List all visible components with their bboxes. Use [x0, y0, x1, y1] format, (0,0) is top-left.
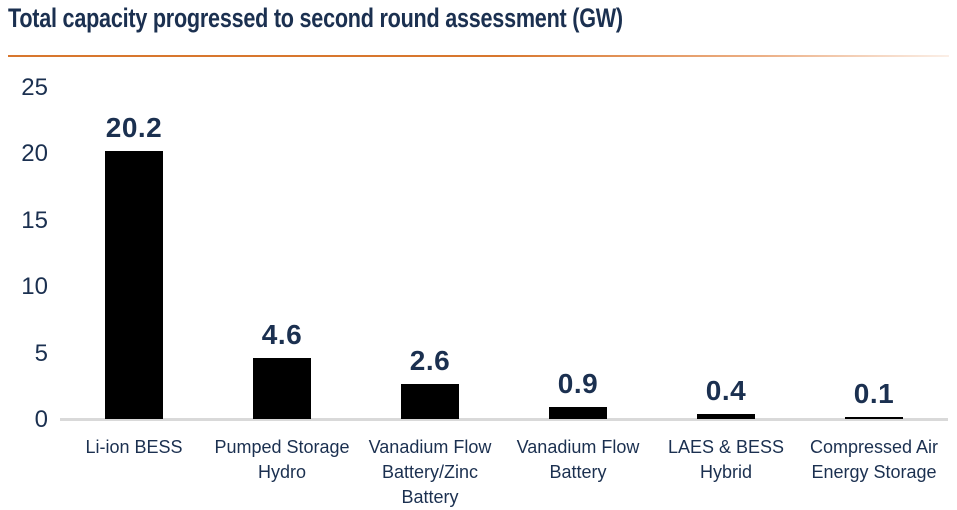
bar-4 — [549, 407, 607, 419]
chart-title: Total capacity progressed to second roun… — [8, 3, 623, 33]
y-tick-label: 25 — [21, 74, 48, 101]
bar-1 — [105, 150, 163, 419]
bar-value-label: 2.6 — [409, 345, 451, 377]
bar-value-label: 0.4 — [705, 374, 747, 406]
category-label: LAES & BESS Hybrid — [667, 437, 785, 482]
x-axis-line — [60, 418, 948, 421]
bar-2 — [253, 357, 311, 419]
bar-6 — [845, 417, 903, 419]
y-tick-label: 10 — [21, 273, 48, 301]
accent-divider — [8, 55, 949, 57]
y-tick-label: 0 — [34, 406, 48, 433]
bar-value-label: 0.9 — [557, 368, 599, 400]
y-tick-label: 5 — [34, 339, 48, 367]
bar-value-label: 4.6 — [261, 318, 303, 350]
category-label: Vanadium Flow Battery — [516, 437, 640, 482]
bar-value-label: 0.1 — [853, 378, 895, 409]
y-tick-label: 20 — [21, 140, 48, 168]
category-label: Pumped Storage Hydro — [214, 437, 350, 482]
category-label: Li-ion BESS — [85, 437, 183, 457]
bar-value-label: 20.2 — [105, 111, 163, 143]
bar-5 — [697, 413, 755, 419]
y-tick-label: 15 — [21, 206, 48, 234]
category-label: Compressed Air Energy Storage — [809, 437, 939, 482]
bar-3 — [401, 384, 459, 419]
category-label: Vanadium Flow Battery/Zinc Battery — [368, 437, 492, 507]
